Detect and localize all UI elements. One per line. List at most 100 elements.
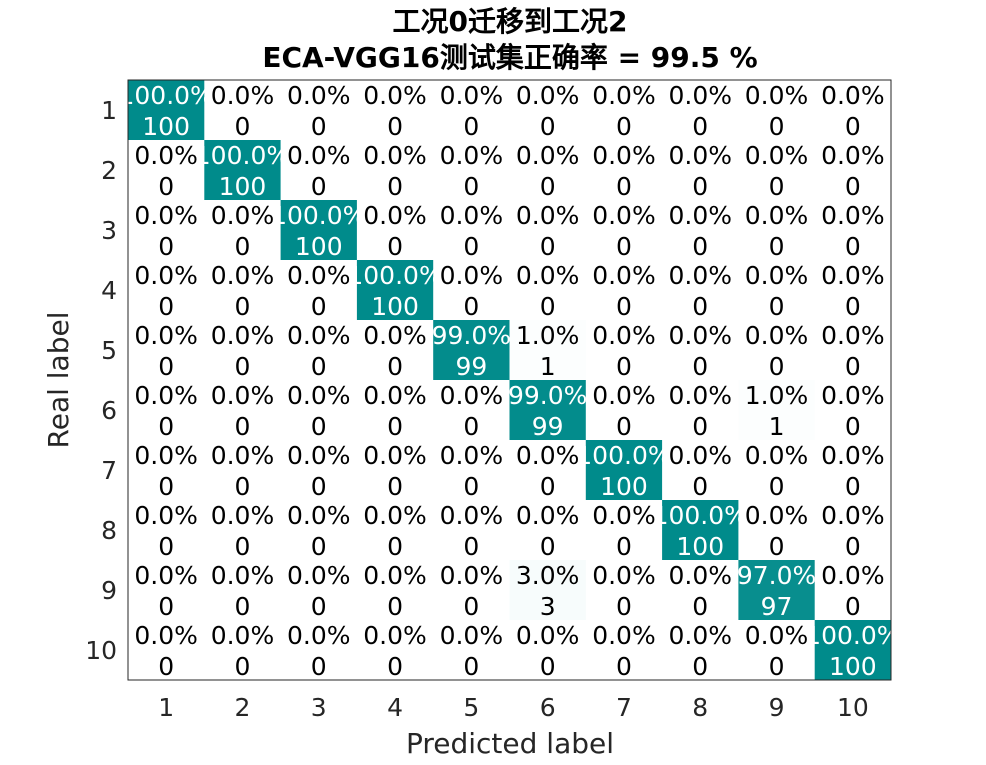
cell-percentage-label: 0.0% xyxy=(211,81,275,110)
cell-percentage-label: 0.0% xyxy=(440,501,504,530)
cell-count-label: 0 xyxy=(234,472,250,501)
matrix-cell xyxy=(128,560,205,621)
cell-percentage-label: 0.0% xyxy=(211,501,275,530)
cell-percentage-label: 0.0% xyxy=(363,621,427,650)
cell-percentage-label: 0.0% xyxy=(592,141,656,170)
cell-percentage-label: 0.0% xyxy=(134,441,198,470)
cell-percentage-label: 0.0% xyxy=(668,141,732,170)
cell-count-label: 0 xyxy=(311,412,327,441)
cell-count-label: 0 xyxy=(311,352,327,381)
matrix-cell xyxy=(585,260,663,321)
matrix-cell xyxy=(128,620,205,681)
matrix-cell xyxy=(204,320,282,381)
cell-count-label: 0 xyxy=(692,472,708,501)
cell-percentage-label: 0.0% xyxy=(134,561,198,590)
cell-percentage-label: 0.0% xyxy=(821,261,885,290)
y-tick-label: 6 xyxy=(101,396,117,425)
cell-count-label: 0 xyxy=(845,412,861,441)
matrix-cell xyxy=(433,620,510,681)
matrix-cell xyxy=(585,80,663,141)
matrix-cell xyxy=(433,140,510,201)
matrix-cell xyxy=(204,500,282,561)
y-tick-label: 4 xyxy=(101,276,117,305)
cell-percentage-label: 0.0% xyxy=(745,201,809,230)
cell-percentage-label: 0.0% xyxy=(363,321,427,350)
y-tick-label: 10 xyxy=(85,636,117,665)
matrix-cell xyxy=(356,560,434,621)
cell-count-label: 0 xyxy=(311,172,327,201)
cell-percentage-label: 0.0% xyxy=(592,561,656,590)
cell-percentage-label: 0.0% xyxy=(211,261,275,290)
cell-percentage-label: 100.0% xyxy=(347,261,442,290)
cell-percentage-label: 0.0% xyxy=(287,441,351,470)
cell-count-label: 3 xyxy=(540,592,556,621)
cell-count-label: 0 xyxy=(692,652,708,681)
x-tick-labels: 1 2 3 4 5 6 7 8 9 10 xyxy=(158,693,869,722)
cell-percentage-label: 100.0% xyxy=(271,201,366,230)
x-tick-label: 8 xyxy=(692,693,708,722)
cell-count-label: 0 xyxy=(845,352,861,381)
matrix-cell xyxy=(280,620,358,681)
cell-count-label: 0 xyxy=(845,472,861,501)
cell-percentage-label: 100.0% xyxy=(653,501,748,530)
cell-count-label: 100 xyxy=(371,292,419,321)
cell-count-label: 0 xyxy=(769,172,785,201)
x-tick-label: 10 xyxy=(837,693,869,722)
matrix-cell xyxy=(280,440,358,501)
matrix-cell xyxy=(128,260,205,321)
cell-count-label: 0 xyxy=(463,592,479,621)
cell-percentage-label: 0.0% xyxy=(668,201,732,230)
cell-percentage-label: 0.0% xyxy=(134,621,198,650)
matrix-cell xyxy=(204,140,282,201)
cell-count-label: 0 xyxy=(845,232,861,261)
cell-percentage-label: 0.0% xyxy=(745,501,809,530)
cell-count-label: 100 xyxy=(676,532,724,561)
matrix-cell xyxy=(280,200,358,261)
x-tick-label: 5 xyxy=(463,693,479,722)
cell-count-label: 0 xyxy=(158,652,174,681)
cell-count-label: 0 xyxy=(616,172,632,201)
matrix-cell xyxy=(128,200,205,261)
cell-count-label: 0 xyxy=(387,412,403,441)
cell-percentage-label: 0.0% xyxy=(821,201,885,230)
cell-percentage-label: 100.0% xyxy=(195,141,290,170)
cell-count-label: 0 xyxy=(387,352,403,381)
matrix-cell xyxy=(662,80,739,141)
matrix-cell xyxy=(356,260,434,321)
y-tick-label: 7 xyxy=(101,456,117,485)
cell-percentage-label: 0.0% xyxy=(745,321,809,350)
cell-percentage-label: 0.0% xyxy=(287,381,351,410)
cell-count-label: 0 xyxy=(158,292,174,321)
cell-percentage-label: 0.0% xyxy=(440,141,504,170)
matrix-cell xyxy=(280,500,358,561)
matrix-cell xyxy=(280,80,358,141)
cell-count-label: 0 xyxy=(311,112,327,141)
cell-percentage-label: 0.0% xyxy=(516,501,580,530)
cell-percentage-label: 0.0% xyxy=(516,441,580,470)
cell-count-label: 0 xyxy=(540,652,556,681)
matrix-cell xyxy=(509,260,587,321)
cell-count-label: 0 xyxy=(463,412,479,441)
cell-percentage-label: 0.0% xyxy=(821,81,885,110)
matrix-cell xyxy=(509,200,587,261)
cell-count-label: 99 xyxy=(455,352,487,381)
cell-count-label: 0 xyxy=(158,172,174,201)
cell-count-label: 0 xyxy=(769,292,785,321)
matrix-cell xyxy=(509,140,587,201)
cell-percentage-label: 0.0% xyxy=(516,81,580,110)
cell-count-label: 0 xyxy=(387,652,403,681)
cell-count-label: 0 xyxy=(234,592,250,621)
cell-percentage-label: 0.0% xyxy=(134,321,198,350)
matrix-cell xyxy=(280,140,358,201)
cell-count-label: 0 xyxy=(387,592,403,621)
cell-count-label: 0 xyxy=(540,292,556,321)
matrix-cell xyxy=(433,380,510,441)
matrix-cell xyxy=(433,200,510,261)
cell-count-label: 0 xyxy=(387,532,403,561)
cell-percentage-label: 0.0% xyxy=(287,141,351,170)
cell-percentage-label: 0.0% xyxy=(440,381,504,410)
cell-percentage-label: 0.0% xyxy=(745,441,809,470)
cell-percentage-label: 1.0% xyxy=(516,321,580,350)
cell-percentage-label: 0.0% xyxy=(211,621,275,650)
